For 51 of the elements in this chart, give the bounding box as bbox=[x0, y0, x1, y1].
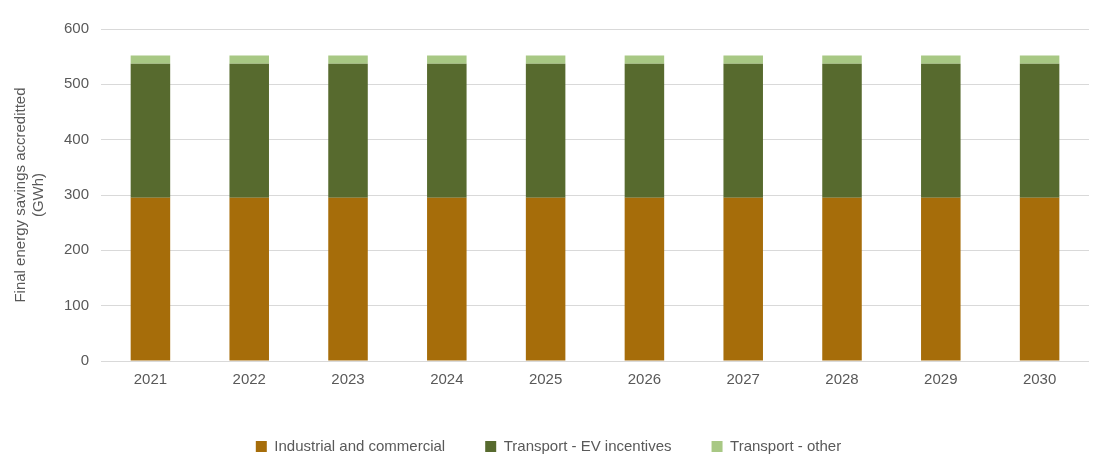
bar bbox=[723, 197, 763, 361]
legend-label: Transport - EV incentives bbox=[503, 436, 672, 454]
bar bbox=[1019, 63, 1060, 198]
x-tick-label: 2030 bbox=[1022, 370, 1057, 388]
legend-label: Transport - other bbox=[730, 436, 842, 454]
bar bbox=[723, 55, 763, 64]
bar bbox=[427, 63, 467, 198]
bar bbox=[130, 197, 171, 361]
y-tick-label: 300 bbox=[64, 185, 90, 203]
bar bbox=[921, 63, 961, 198]
bar bbox=[328, 197, 368, 361]
bar bbox=[822, 55, 862, 64]
bar bbox=[229, 63, 269, 198]
bar bbox=[229, 55, 269, 64]
bar bbox=[130, 63, 171, 198]
bar bbox=[525, 63, 566, 198]
x-tick-label: 2029 bbox=[924, 370, 958, 388]
bar bbox=[822, 197, 862, 361]
y-tick-label: 600 bbox=[64, 19, 90, 37]
bar bbox=[427, 197, 467, 361]
y-tick-label: 0 bbox=[80, 351, 90, 369]
x-tick-label: 2024 bbox=[430, 370, 464, 388]
x-tick-label: 2022 bbox=[232, 370, 266, 388]
bar bbox=[822, 63, 862, 198]
y-tick-label: 500 bbox=[64, 74, 90, 92]
x-tick-label: 2026 bbox=[627, 370, 662, 388]
bar bbox=[328, 63, 368, 198]
legend-label: Industrial and commercial bbox=[274, 436, 446, 454]
y-tick-label: 200 bbox=[64, 240, 90, 258]
bar bbox=[130, 55, 171, 64]
bar bbox=[921, 197, 961, 361]
x-tick-label: 2021 bbox=[133, 370, 168, 388]
x-tick-label: 2027 bbox=[726, 370, 760, 388]
x-tick-label: 2025 bbox=[528, 370, 563, 388]
bar bbox=[328, 55, 368, 64]
bar bbox=[624, 197, 665, 361]
bar bbox=[229, 197, 269, 361]
y-tick-label: 400 bbox=[64, 129, 90, 147]
bar bbox=[525, 55, 566, 64]
bar bbox=[921, 55, 961, 64]
bar bbox=[427, 55, 467, 64]
x-tick-label: 2023 bbox=[331, 370, 365, 388]
bar bbox=[525, 197, 566, 361]
bar bbox=[1019, 55, 1060, 64]
y-axis-title: Final energy savings accreditted (GWh) bbox=[11, 87, 47, 303]
y-tick-label: 100 bbox=[64, 295, 90, 313]
bar bbox=[1019, 197, 1060, 361]
bar bbox=[723, 63, 763, 198]
bar bbox=[624, 63, 665, 198]
x-tick-label: 2028 bbox=[825, 370, 859, 388]
bar bbox=[624, 55, 665, 64]
